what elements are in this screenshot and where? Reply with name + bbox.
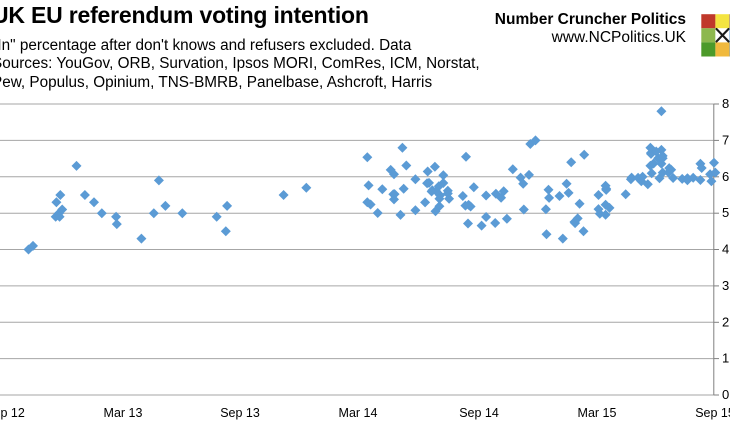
- svg-text:Sep 14: Sep 14: [459, 406, 499, 420]
- svg-text:1: 1: [722, 351, 729, 366]
- svg-text:7: 7: [722, 132, 729, 147]
- svg-text:6: 6: [722, 169, 729, 184]
- svg-text:Sep 15: Sep 15: [695, 406, 730, 420]
- svg-text:Sep 13: Sep 13: [220, 406, 260, 420]
- svg-text:Mar 15: Mar 15: [578, 406, 617, 420]
- svg-text:0: 0: [722, 387, 729, 402]
- svg-text:Mar 14: Mar 14: [339, 406, 378, 420]
- svg-text:Sep 12: Sep 12: [0, 406, 25, 420]
- svg-text:4: 4: [722, 242, 729, 257]
- svg-text:2: 2: [722, 314, 729, 329]
- svg-text:5: 5: [722, 205, 729, 220]
- svg-text:3: 3: [722, 278, 729, 293]
- svg-text:8: 8: [722, 96, 729, 111]
- svg-text:Mar 13: Mar 13: [104, 406, 143, 420]
